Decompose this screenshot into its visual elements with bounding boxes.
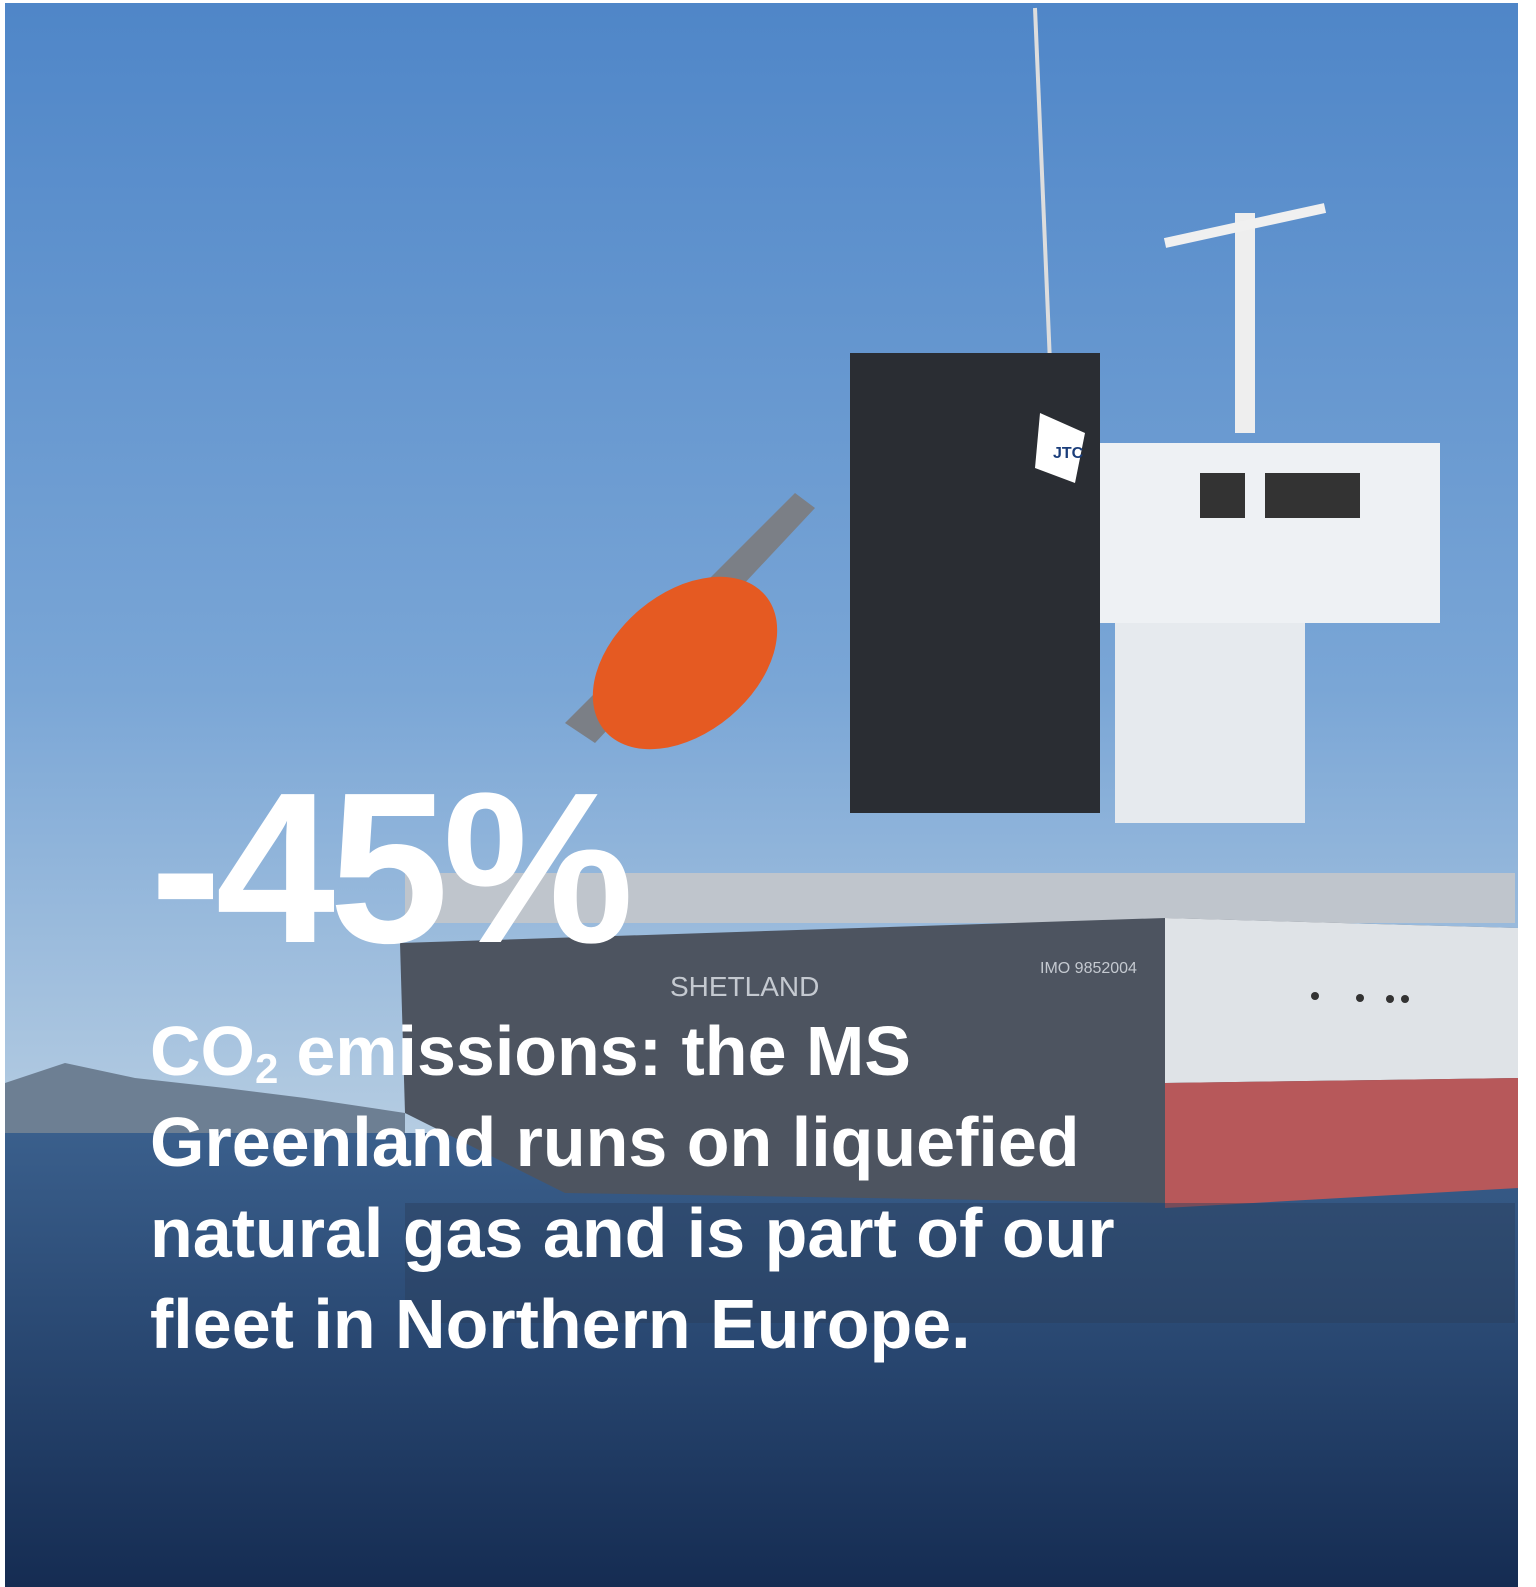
ship-imo: IMO 9852004 bbox=[1040, 960, 1137, 977]
co2-prefix: CO bbox=[150, 1012, 255, 1090]
caption-text: emissions: the MS bbox=[296, 1012, 911, 1090]
ship-name: SHETLAND bbox=[670, 971, 819, 1002]
caption: CO2 emissions: the MS Greenland runs on l… bbox=[150, 1006, 1115, 1370]
caption-line: Greenland runs on liquefied bbox=[150, 1097, 1115, 1188]
co2-subscript: 2 bbox=[255, 1045, 278, 1092]
page: JTC SHETLAND IMO 9852004 -45% CO2 emissio… bbox=[0, 0, 1536, 1587]
caption-line: fleet in Northern Europe. bbox=[150, 1279, 1115, 1370]
ship-logo: JTC bbox=[1053, 445, 1084, 462]
caption-line: CO2 emissions: the MS bbox=[150, 1006, 1115, 1097]
caption-line: natural gas and is part of our bbox=[150, 1188, 1115, 1279]
headline: -45% bbox=[150, 760, 628, 975]
